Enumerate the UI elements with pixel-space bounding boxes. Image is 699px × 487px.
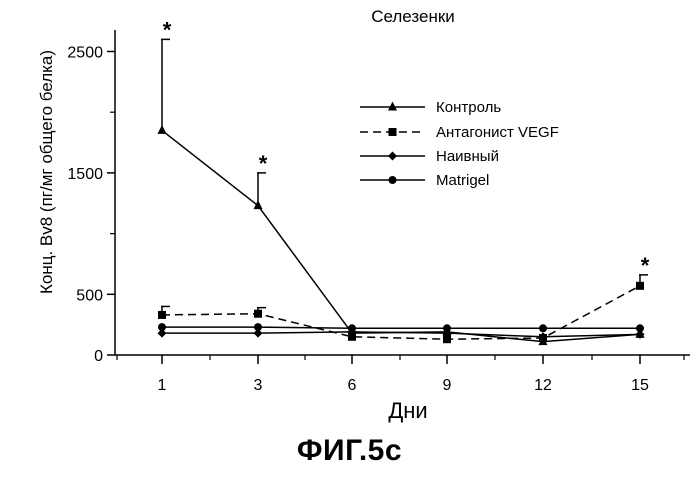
data-point xyxy=(254,200,263,209)
y-tick-label: 0 xyxy=(94,348,103,365)
data-point xyxy=(158,323,166,331)
figure-label: ФИГ.5с xyxy=(0,434,699,468)
legend-entry: Контроль xyxy=(436,99,501,116)
axes: 0 500 1500 2500 1 3 6 9 12 15 xyxy=(67,30,690,394)
data-point xyxy=(443,324,451,332)
y-axis-label: Конц. Bv8 (пг/мг общего белка) xyxy=(37,50,56,294)
x-axis-label: Дни xyxy=(388,398,427,423)
line-chart: Селезенки 0 500 1500 2500 1 3 6 9 12 15 * * * Контр… xyxy=(0,0,699,430)
legend-entry: Антагонист VEGF xyxy=(436,124,559,141)
significance-star: * xyxy=(259,151,268,176)
legend-entry: Наивный xyxy=(436,148,499,165)
data-point xyxy=(254,323,262,331)
data-point xyxy=(636,282,644,290)
series-layer: * * * xyxy=(158,17,650,345)
legend-marker xyxy=(389,176,397,184)
data-point xyxy=(636,324,644,332)
legend-marker xyxy=(389,128,397,136)
x-tick-label: 12 xyxy=(534,377,552,394)
x-tick-label: 1 xyxy=(158,377,167,394)
series-line xyxy=(162,327,640,328)
data-point xyxy=(539,324,547,332)
legend: Контроль Антагонист VEGF Наивный Matrigel xyxy=(360,99,559,189)
y-tick-label: 2500 xyxy=(67,45,103,62)
data-point xyxy=(158,125,167,134)
x-tick-label: 6 xyxy=(348,377,357,394)
series-line xyxy=(162,130,640,341)
x-tick-label: 15 xyxy=(631,377,649,394)
data-point xyxy=(158,311,166,319)
chart-title: Селезенки xyxy=(371,7,455,26)
series-line xyxy=(162,286,640,339)
legend-marker xyxy=(388,102,397,111)
data-point xyxy=(254,310,262,318)
series-triangle xyxy=(158,39,645,345)
x-tick-label: 9 xyxy=(443,377,452,394)
legend-marker xyxy=(388,152,397,161)
data-point xyxy=(348,324,356,332)
y-tick-label: 500 xyxy=(76,287,103,304)
y-tick-label: 1500 xyxy=(67,166,103,183)
series-line xyxy=(162,332,640,337)
significance-star: * xyxy=(163,17,172,42)
x-tick-label: 3 xyxy=(254,377,263,394)
significance-star: * xyxy=(641,253,650,278)
series-circle xyxy=(158,323,644,332)
legend-entry: Matrigel xyxy=(436,172,489,189)
